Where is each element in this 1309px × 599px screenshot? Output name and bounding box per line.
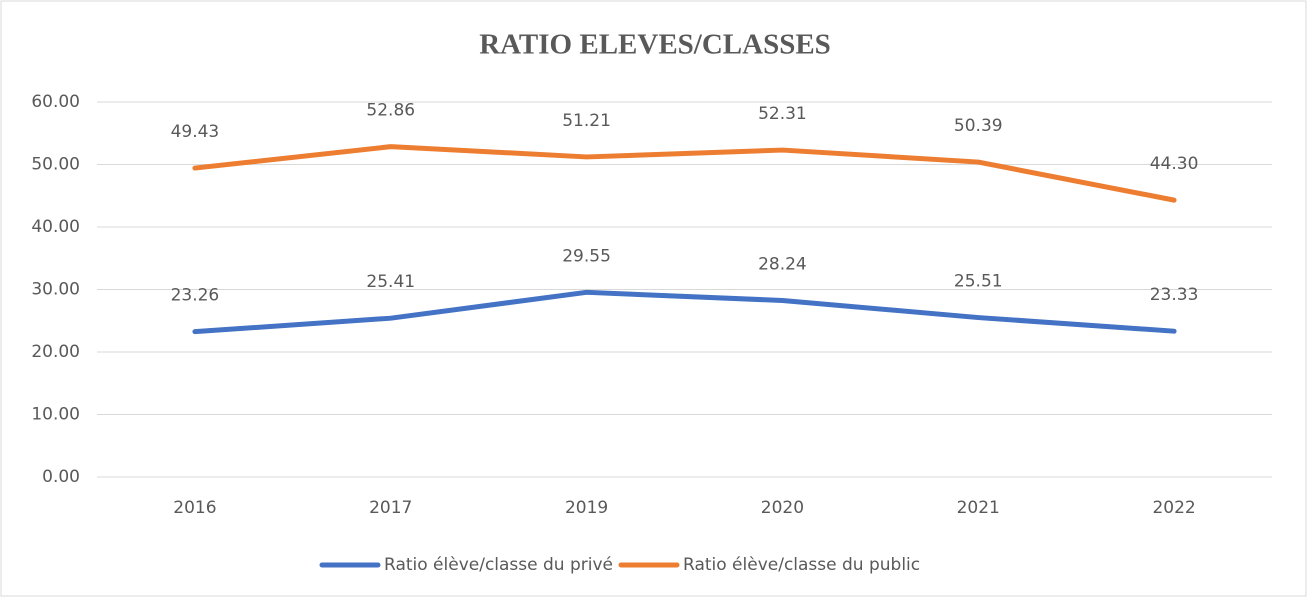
data-label: 52.31 [758, 104, 807, 124]
series-line [192, 289, 1177, 335]
y-tick-label: 60.00 [31, 92, 80, 112]
y-tick-label: 30.00 [31, 280, 80, 300]
legend-label: Ratio élève/classe du privé [384, 555, 613, 575]
x-tick-label: 2019 [565, 498, 608, 518]
data-label: 28.24 [758, 255, 807, 275]
y-tick-label: 0.00 [42, 467, 80, 487]
data-label: 52.86 [366, 101, 415, 121]
data-label: 44.30 [1150, 154, 1199, 174]
data-label: 25.41 [366, 272, 415, 292]
data-label: 23.33 [1150, 285, 1199, 305]
x-tick-label: 2021 [957, 498, 1000, 518]
chart-title: RATIO ELEVES/CLASSES [479, 29, 831, 61]
data-label: 50.39 [954, 116, 1003, 136]
data-label: 51.21 [562, 111, 611, 131]
x-tick-label: 2016 [173, 498, 216, 518]
y-tick-label: 40.00 [31, 217, 80, 237]
y-tick-label: 10.00 [31, 405, 80, 425]
y-tick-label: 50.00 [31, 155, 80, 175]
data-label: 25.51 [954, 272, 1003, 292]
x-tick-label: 2017 [369, 498, 412, 518]
series-line [192, 144, 1177, 203]
x-tick-label: 2022 [1152, 498, 1195, 518]
x-tick-label: 2020 [761, 498, 804, 518]
legend-label: Ratio élève/classe du public [683, 555, 920, 575]
y-tick-label: 20.00 [31, 342, 80, 362]
data-label: 29.55 [562, 246, 611, 266]
data-label: 49.43 [171, 122, 220, 142]
data-label: 23.26 [171, 286, 220, 306]
